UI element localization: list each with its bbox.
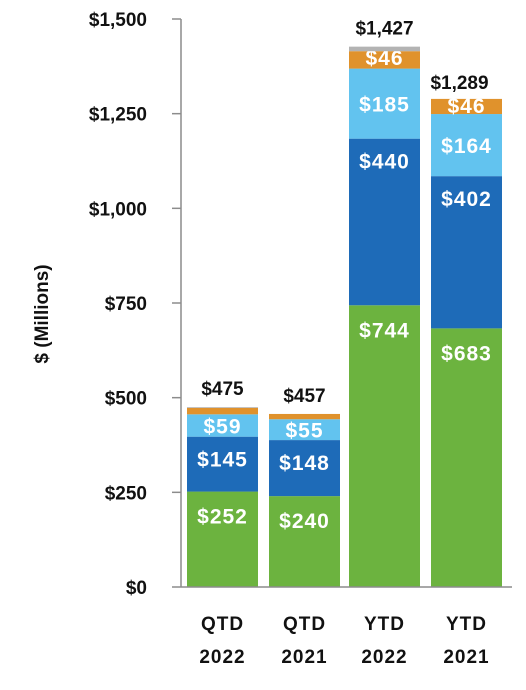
bar-segment (187, 436, 258, 492)
bar-segment (431, 98, 502, 115)
x-category-year-label: 2022 (199, 647, 245, 668)
bar-segment (187, 407, 258, 408)
total-value-label: $475 (201, 379, 244, 400)
total-value-label: $457 (283, 386, 325, 407)
bar-segment (269, 419, 340, 441)
x-category-label: YTD (364, 614, 405, 635)
x-category-year-label: 2021 (443, 647, 489, 668)
bar-segment (349, 138, 420, 306)
bar-segment (187, 491, 258, 587)
segment-value-label: $55 (285, 420, 323, 443)
bar-segment (187, 407, 258, 415)
x-category-label: QTD (201, 614, 244, 635)
bar-segment (187, 414, 258, 437)
bar-segment (269, 496, 340, 587)
bar-segment (269, 440, 340, 497)
segment-value-label: $46 (447, 95, 485, 118)
segment-value-label: $148 (279, 452, 330, 475)
y-tick-label: $0 (126, 578, 147, 599)
bars: $252 $145 $59 $475 $240 $148 $55 $457 $744 $440 $1… (187, 19, 502, 587)
segment-value-label: $440 (359, 151, 410, 174)
bar-segment (349, 51, 420, 69)
segment-value-label: $185 (359, 94, 410, 117)
bar-segment (431, 114, 502, 177)
segment-value-label: $59 (203, 415, 241, 438)
bar-segment (431, 176, 502, 329)
segment-value-label: $145 (197, 449, 248, 472)
x-category-label: YTD (446, 614, 487, 635)
segment-value-label: $402 (441, 188, 492, 211)
bar-stack: $683 $402 $164 $46$1,289 (430, 73, 502, 587)
segment-value-label: $683 (441, 342, 492, 365)
bar-segment (349, 68, 420, 139)
y-tick-label: $250 (105, 483, 147, 504)
bar-segment (349, 46, 420, 52)
segment-value-label: $164 (441, 135, 492, 158)
total-value-label: $1,289 (430, 73, 488, 94)
segment-value-label: $252 (197, 506, 248, 529)
bar-stack: $240 $148 $55 $457 (269, 386, 340, 587)
y-axis-label: $ (Millions) (32, 264, 53, 363)
x-axis: QTD 2022 QTD 2021 YTD 2022 YTD 2021 (181, 586, 512, 668)
bar-segment (269, 413, 340, 420)
bar-segment (349, 305, 420, 587)
x-category-year-label: 2022 (361, 647, 407, 668)
y-tick-label: $1,500 (89, 10, 147, 31)
y-tick-label: $500 (105, 389, 147, 410)
segment-value-label: $744 (359, 319, 410, 342)
y-tick-label: $750 (105, 294, 147, 315)
total-value-label: $1,427 (355, 19, 413, 40)
y-tick-label: $1,250 (89, 105, 147, 126)
y-axis: $0 $250 $500 $750 $1,000 $1,250 $1,500 (89, 10, 182, 599)
bar-stack: $744 $440 $185 $46 $1,427 (349, 19, 420, 587)
bar-segment (431, 328, 502, 587)
bar-stack: $252 $145 $59 $475 (187, 379, 258, 587)
y-tick-label: $1,000 (89, 199, 147, 220)
segment-value-label: $46 (365, 47, 403, 70)
x-category-year-label: 2021 (281, 647, 327, 668)
x-category-label: QTD (283, 614, 326, 635)
segment-value-label: $240 (279, 510, 330, 533)
